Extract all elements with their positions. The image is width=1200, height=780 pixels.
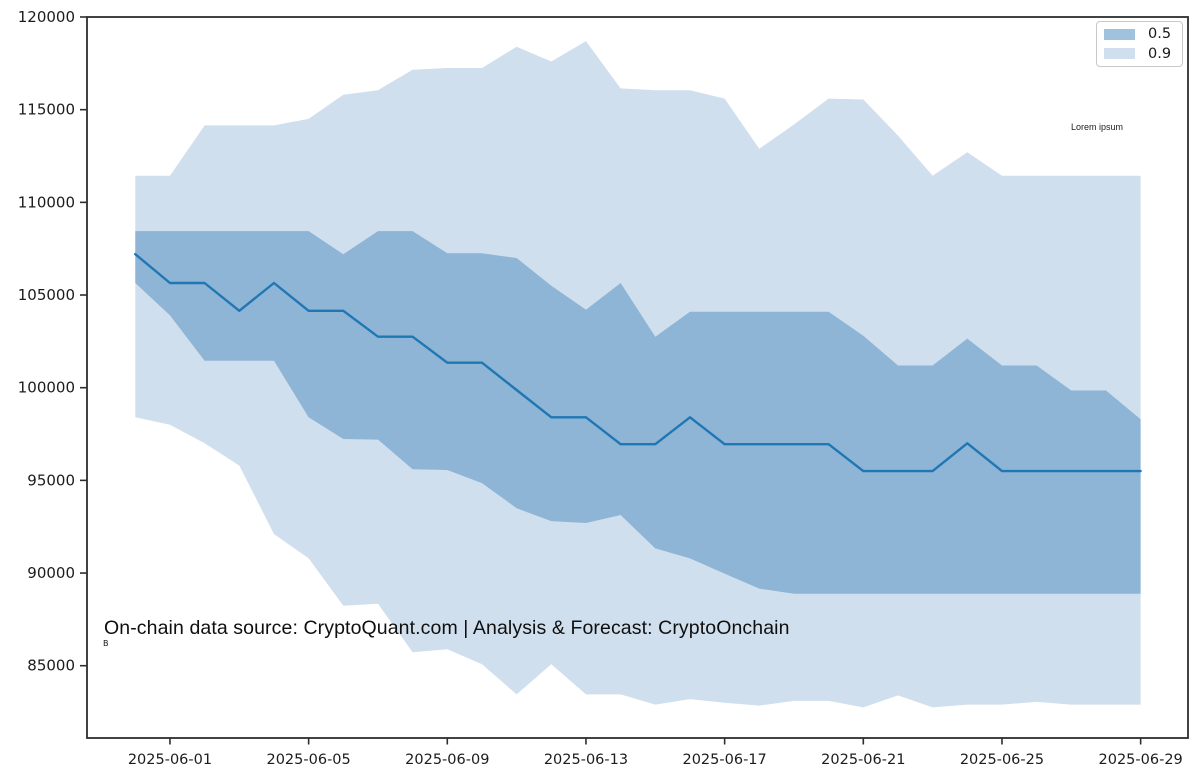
x-tick-label: 2025-06-29: [1099, 752, 1183, 768]
x-tick-label: 2025-06-17: [682, 752, 766, 768]
y-tick-label: 115000: [18, 101, 75, 119]
axis-ticks: [80, 16, 1142, 745]
x-tick-label: 2025-06-01: [128, 752, 212, 768]
x-tick-label: 2025-06-05: [266, 752, 350, 768]
y-tick-label: 85000: [27, 657, 75, 675]
x-tick-label: 2025-06-21: [821, 752, 905, 768]
source-annotation: On-chain data source: CryptoQuant.com | …: [104, 617, 790, 639]
y-tick-label: 110000: [18, 193, 75, 211]
y-tick-label: 95000: [27, 471, 75, 489]
median-line: [134, 252, 1142, 473]
watermark-text: Lorem ipsum: [1070, 122, 1124, 132]
y-tick-label: 120000: [18, 8, 75, 26]
y-tick-label: 100000: [18, 379, 75, 397]
median-line-group: [134, 252, 1142, 473]
y-tick-label: 90000: [27, 564, 75, 582]
plot-frame: [86, 16, 1189, 739]
confidence-bands: [135, 41, 1141, 708]
x-tick-label: 2025-06-25: [960, 752, 1044, 768]
legend-swatch-05: [1104, 28, 1135, 40]
legend: 0.5 0.9: [1096, 21, 1183, 67]
x-tick-label: 2025-06-13: [544, 752, 628, 768]
legend-label-05: 0.5: [1148, 26, 1172, 42]
axis-tick-labels: 2025-06-01 2025-06-05 2025-06-09 2025-06-13…: [18, 8, 1183, 768]
x-tick-label: 2025-06-09: [405, 752, 489, 768]
legend-swatch-09: [1104, 48, 1135, 60]
legend-entry-05: 0.5: [1097, 27, 1182, 42]
stray-glyph: B: [103, 639, 109, 648]
y-tick-label: 105000: [18, 286, 75, 304]
legend-label-09: 0.9: [1148, 45, 1172, 62]
band-0.5: [135, 231, 1141, 594]
legend-entry-09: 0.9: [1097, 45, 1182, 62]
